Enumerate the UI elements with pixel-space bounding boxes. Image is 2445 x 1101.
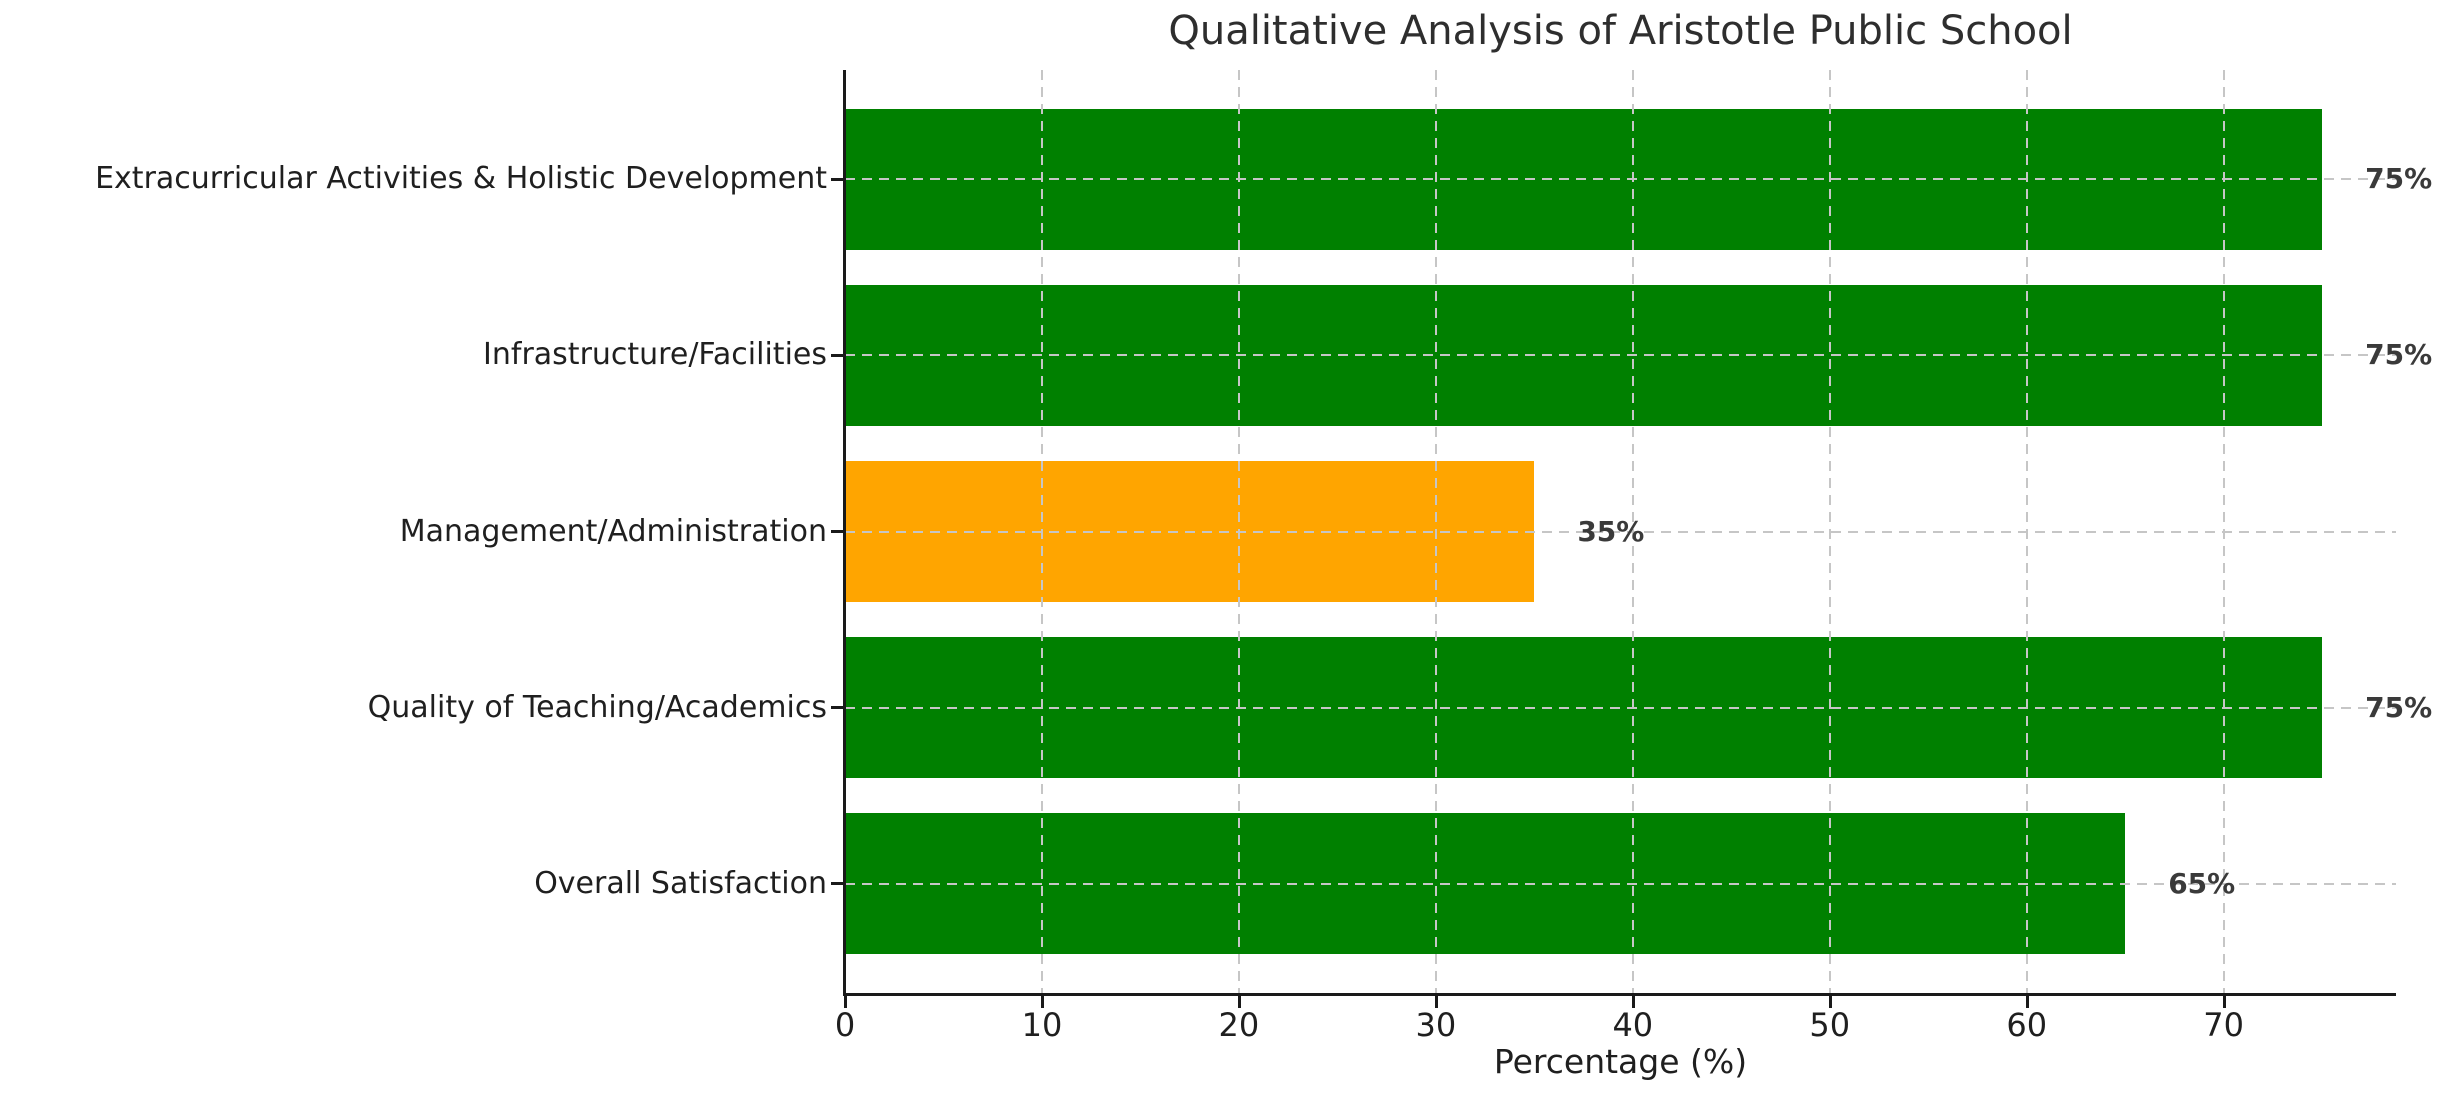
y-tick-mark-4 — [831, 882, 843, 886]
x-axis-label: Percentage (%) — [1493, 1042, 1748, 1081]
x-tick-mark-60 — [2025, 996, 2029, 1008]
y-tick-mark-1 — [831, 353, 843, 357]
plot-area — [845, 70, 2396, 993]
value-label-2: 35% — [1577, 514, 1645, 548]
x-tick-label-10: 10 — [1021, 1006, 1063, 1044]
gridline-horizontal-4 — [845, 882, 2396, 885]
x-tick-label-70: 70 — [2203, 1006, 2245, 1044]
x-tick-label-40: 40 — [1612, 1006, 1654, 1044]
x-tick-label-50: 50 — [1809, 1006, 1851, 1044]
y-tick-mark-0 — [831, 177, 843, 181]
x-tick-mark-10 — [1040, 996, 1044, 1008]
category-label-4: Overall Satisfaction — [534, 865, 827, 901]
category-label-3: Quality of Teaching/Academics — [367, 689, 827, 725]
x-tick-label-30: 30 — [1415, 1006, 1457, 1044]
gridline-horizontal-1 — [845, 354, 2396, 357]
category-label-2: Management/Administration — [399, 513, 827, 549]
y-axis-spine — [843, 70, 846, 996]
x-tick-label-20: 20 — [1218, 1006, 1260, 1044]
value-label-1: 75% — [2365, 338, 2433, 372]
category-label-0: Extracurricular Activities & Holistic De… — [95, 161, 827, 197]
gridline-horizontal-3 — [845, 706, 2396, 709]
x-tick-mark-50 — [1828, 996, 1832, 1008]
chart-title: Qualitative Analysis of Aristotle Public… — [1168, 8, 2073, 54]
x-tick-mark-20 — [1237, 996, 1241, 1008]
gridline-horizontal-0 — [845, 178, 2396, 181]
gridline-horizontal-2 — [845, 530, 2396, 533]
y-tick-mark-3 — [831, 706, 843, 710]
x-tick-mark-70 — [2222, 996, 2226, 1008]
x-tick-label-60: 60 — [2006, 1006, 2048, 1044]
x-tick-mark-0 — [844, 996, 847, 1008]
x-tick-mark-40 — [1631, 996, 1635, 1008]
category-label-1: Infrastructure/Facilities — [483, 337, 827, 373]
value-label-4: 65% — [2168, 866, 2236, 900]
x-tick-label-0: 0 — [834, 1006, 856, 1044]
value-label-3: 75% — [2365, 690, 2433, 724]
y-tick-mark-2 — [831, 530, 843, 533]
value-label-0: 75% — [2365, 162, 2433, 196]
x-tick-mark-30 — [1434, 996, 1438, 1008]
x-axis-spine — [843, 993, 2396, 996]
